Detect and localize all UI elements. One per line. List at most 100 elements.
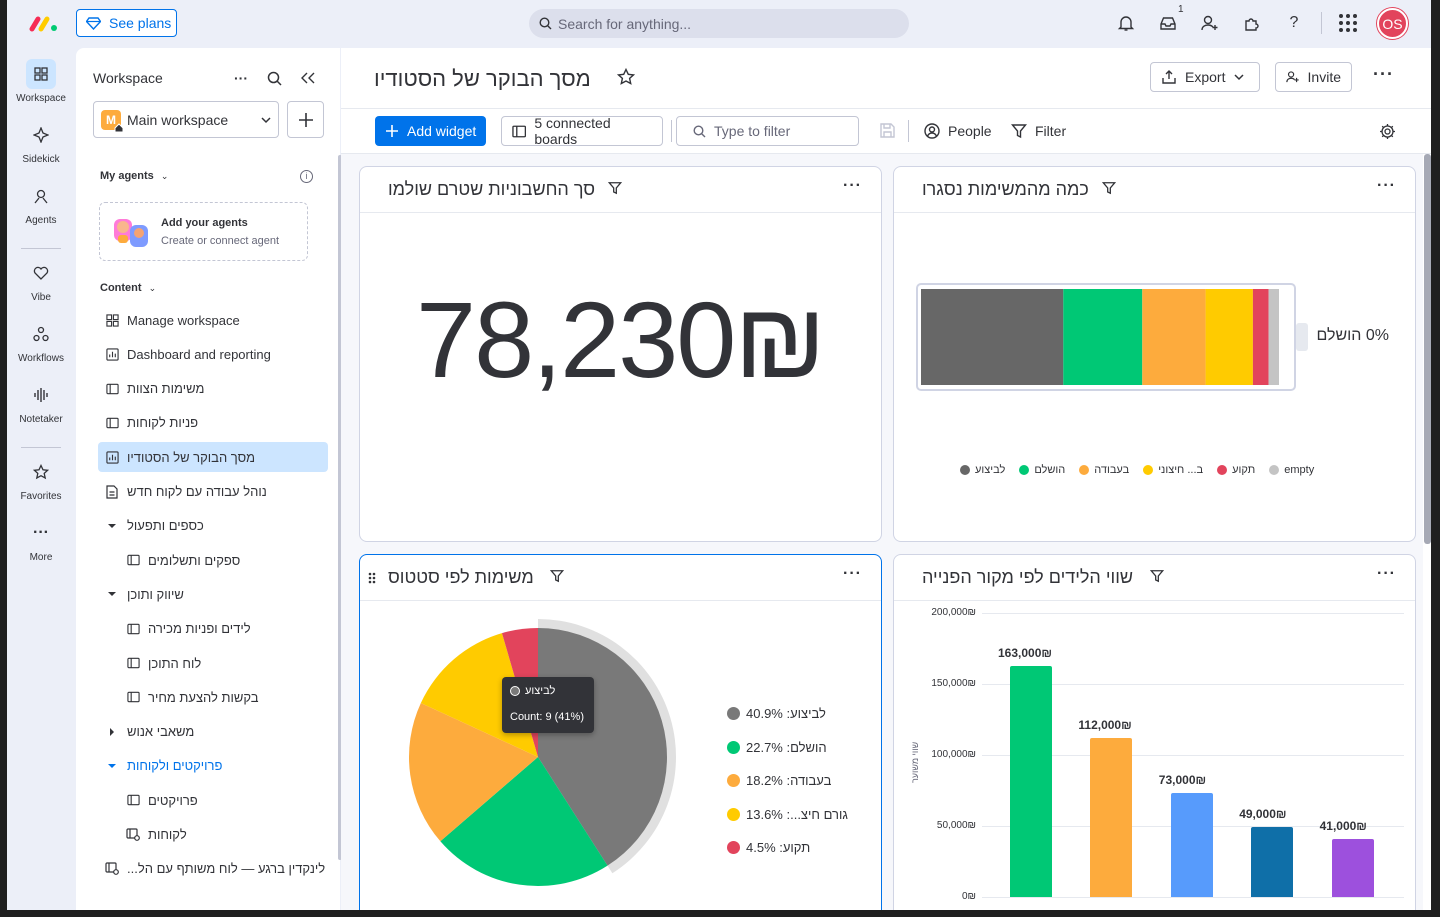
folder-closed-icon[interactable]	[105, 725, 119, 739]
rail-item-sidekick[interactable]: Sidekick	[7, 120, 75, 165]
battery-segment[interactable]	[921, 289, 1064, 385]
search-input[interactable]: Search for anything...	[529, 9, 909, 38]
filter-button[interactable]: Filter	[1011, 116, 1066, 146]
battery-segment[interactable]	[1252, 289, 1269, 385]
sidebar-item[interactable]: ספקים ותשלומים	[119, 545, 328, 575]
sidebar-item[interactable]: Dashboard and reporting	[98, 339, 328, 369]
legend-item[interactable]: לביצוע: 40.9%	[727, 697, 848, 731]
page-scrollbar[interactable]	[1424, 154, 1431, 544]
bar[interactable]	[1090, 737, 1133, 897]
bar[interactable]	[1331, 838, 1374, 897]
sidebar-item[interactable]: נוהל עבודה עם לקוח חדש	[98, 477, 328, 507]
invite-member-icon[interactable]	[1199, 12, 1221, 34]
pie-slice[interactable]	[440, 757, 608, 886]
sidebar-item[interactable]: לוח התוכן	[119, 648, 328, 678]
widget-lead-value-by-source[interactable]: שווי הלידים לפי מקור הפנייה ··· שווי משו…	[893, 554, 1416, 910]
rail-item-more[interactable]: ··· More	[7, 518, 75, 563]
drag-handle-icon[interactable]	[368, 572, 376, 584]
widget-menu-icon[interactable]: ···	[1377, 177, 1396, 194]
rail-item-vibe[interactable]: Vibe	[7, 258, 75, 303]
battery-segment[interactable]	[1205, 289, 1253, 385]
bell-icon[interactable]	[1115, 12, 1137, 34]
collapse-sidebar-icon[interactable]	[298, 68, 318, 88]
sidebar-item[interactable]: פניות לקוחות	[98, 408, 328, 438]
sidebar-item[interactable]: כספים ותפעול	[98, 511, 328, 541]
sidebar-scrollbar[interactable]	[338, 155, 342, 860]
rail-item-favorites[interactable]: Favorites	[7, 457, 75, 502]
sidebar-item[interactable]: משאבי אנוש	[98, 717, 328, 747]
sidebar-item[interactable]: פרויקטים	[119, 785, 328, 815]
sidebar-item[interactable]: בקשות להצעת מחיר	[119, 682, 328, 712]
search-icon[interactable]	[264, 68, 284, 88]
pie-slice[interactable]	[409, 702, 538, 842]
favorite-star-icon[interactable]	[617, 68, 635, 86]
sidebar-item[interactable]: לינקדין ברגע — לוח משותף עם הל...	[98, 854, 328, 884]
sidebar-item[interactable]: פרויקטים ולקוחות	[98, 751, 328, 781]
bar[interactable]	[1251, 827, 1294, 897]
settings-gear-icon[interactable]	[1379, 123, 1396, 140]
content-section[interactable]: Content ⌄	[100, 282, 156, 294]
widget-menu-icon[interactable]: ···	[843, 565, 862, 582]
filter-icon[interactable]	[1150, 569, 1164, 583]
sidebar-item[interactable]: Manage workspace	[98, 305, 328, 335]
battery-segment[interactable]	[1268, 289, 1279, 385]
rail-item-notetaker[interactable]: Notetaker	[7, 380, 75, 425]
folder-open-icon[interactable]	[105, 759, 119, 773]
legend-item[interactable]: ב... חיצוני	[1143, 464, 1203, 476]
export-button[interactable]: Export	[1150, 62, 1260, 92]
sidebar-item[interactable]: לידים ופניות מכירה	[119, 614, 328, 644]
battery-segment[interactable]	[1142, 289, 1206, 385]
invite-button[interactable]: Invite	[1275, 62, 1352, 92]
widget-tasks-closed[interactable]: כמה מהמשימות נסגרו ··· 0% הושלם לביצוע הו…	[893, 166, 1416, 542]
bar[interactable]	[1170, 793, 1213, 897]
add-item-button[interactable]	[287, 101, 324, 138]
sidebar-item[interactable]: שיווק ותוכן	[98, 579, 328, 609]
rail-item-workflows[interactable]: Workflows	[7, 319, 75, 364]
page-title[interactable]: מסך הבוקר של הסטודיו	[374, 66, 591, 91]
folder-open-icon[interactable]	[105, 587, 119, 601]
bar[interactable]	[1010, 665, 1052, 897]
filter-icon[interactable]	[608, 181, 622, 195]
sidebar-item[interactable]: מסך הבוקר של הסטודיו	[98, 442, 328, 473]
widget-menu-icon[interactable]: ···	[843, 177, 862, 194]
apps-puzzle-icon[interactable]	[1241, 12, 1263, 34]
people-filter-button[interactable]: People	[924, 116, 992, 146]
widget-menu-icon[interactable]: ···	[1377, 565, 1396, 582]
add-widget-button[interactable]: Add widget	[375, 116, 486, 146]
app-switcher-icon[interactable]	[1337, 12, 1359, 34]
battery-segment[interactable]	[1063, 289, 1143, 385]
info-icon[interactable]: i	[300, 170, 313, 183]
see-plans-button[interactable]: See plans	[76, 9, 177, 37]
rail-item-workspace[interactable]: Workspace	[7, 59, 75, 104]
legend-item[interactable]: הושלם	[1019, 464, 1065, 476]
folder-open-icon[interactable]	[105, 519, 119, 533]
avatar[interactable]: OS	[1377, 8, 1408, 39]
filter-input[interactable]: Type to filter	[676, 116, 859, 146]
workspace-select[interactable]: M Main workspace	[93, 101, 279, 138]
sidebar-item[interactable]: משימות הצוות	[98, 374, 328, 404]
legend-item[interactable]: empty	[1269, 464, 1314, 476]
add-agents-card[interactable]: Add your agents Create or connect agent	[99, 202, 308, 261]
workspace-options-icon[interactable]: ···	[234, 70, 248, 86]
legend-item[interactable]: תקוע	[1217, 464, 1255, 476]
legend-item[interactable]: תקוע: 4.5%	[727, 831, 848, 865]
my-agents-section[interactable]: My agents ⌄	[100, 170, 168, 182]
sidebar-item[interactable]: לקוחות	[119, 820, 328, 850]
connected-boards-button[interactable]: 5 connected boards	[501, 115, 663, 147]
legend-item[interactable]: בעבודה	[1079, 464, 1129, 476]
legend-item[interactable]: בעבודה: 18.2%	[727, 764, 848, 798]
legend-item[interactable]: הושלם: 22.7%	[727, 731, 848, 765]
widget-tasks-by-status[interactable]: משימות לפי סטטוס ··· לביצוע Count: 9 (41…	[359, 554, 882, 910]
divider	[341, 108, 1431, 109]
filter-icon[interactable]	[550, 569, 564, 583]
save-icon[interactable]	[880, 123, 895, 138]
filter-icon[interactable]	[1102, 181, 1116, 195]
more-options-icon[interactable]: ···	[1373, 64, 1394, 84]
inbox-icon[interactable]	[1157, 12, 1179, 34]
widget-unpaid-invoices[interactable]: סך החשבוניות שטרם שולמו ··· 78,230₪	[359, 166, 882, 542]
help-icon[interactable]: ?	[1289, 14, 1299, 31]
legend-item[interactable]: גורם חיצ...: 13.6%	[727, 798, 848, 832]
monday-logo[interactable]	[29, 12, 59, 34]
legend-item[interactable]: לביצוע	[960, 464, 1005, 476]
rail-item-agents[interactable]: Agents	[7, 181, 75, 226]
